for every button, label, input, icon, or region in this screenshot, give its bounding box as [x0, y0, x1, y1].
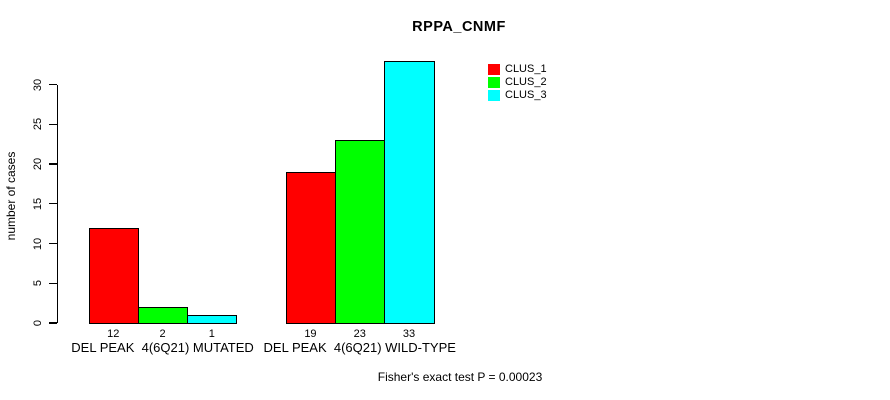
- legend-item: CLUS_2: [488, 76, 547, 89]
- bar-clus-1-group2: [285, 171, 337, 324]
- legend-swatch: [488, 90, 500, 101]
- bar-value-label: 19: [304, 328, 317, 340]
- legend-swatch: [488, 77, 500, 88]
- category-label: DEL PEAK 4(6Q21) WILD-TYPE: [263, 340, 456, 355]
- bar-clus-2-group2: [335, 140, 386, 324]
- y-axis-tick: [49, 123, 57, 125]
- y-axis-tick-label: 10: [32, 237, 44, 250]
- y-axis-tick-label: 5: [32, 280, 44, 287]
- category-label: DEL PEAK 4(6Q21) MUTATED: [71, 340, 254, 355]
- bar-value-label: 12: [107, 328, 120, 340]
- y-axis-tick-label: 30: [32, 78, 44, 91]
- bar-value-label: 33: [402, 328, 416, 340]
- pvalue-annotation: Fisher's exact test P = 0.00023: [377, 370, 543, 384]
- bar-value-label: 23: [353, 328, 366, 340]
- bar-clus-3-group1: [187, 315, 238, 324]
- bar-clus-3-group2: [384, 60, 435, 324]
- y-axis-tick: [49, 242, 57, 245]
- bar-clus-2-group1: [137, 307, 189, 324]
- legend-label: CLUS_1: [505, 63, 547, 75]
- chart-title: RPPA_CNMF: [412, 19, 506, 35]
- y-axis-tick-label: 15: [32, 197, 44, 210]
- y-axis-tick-label: 25: [32, 118, 44, 131]
- legend-item: CLUS_1: [488, 63, 547, 76]
- legend: CLUS_1 CLUS_2 CLUS_3: [488, 63, 547, 102]
- y-axis-tick: [49, 282, 57, 284]
- legend-label: CLUS_3: [505, 89, 547, 101]
- legend-swatch: [488, 64, 500, 75]
- legend-label: CLUS_2: [505, 76, 547, 88]
- y-axis-tick: [49, 203, 57, 205]
- y-axis-tick-label: 0: [32, 319, 44, 327]
- y-axis-tick: [49, 83, 57, 86]
- bar-value-label: 1: [208, 328, 215, 340]
- y-axis-line: [57, 84, 59, 323]
- y-axis-tick: [49, 163, 57, 165]
- legend-item: CLUS_3: [488, 89, 547, 102]
- y-axis-tick-label: 20: [32, 157, 44, 171]
- y-axis-label: number of cases: [4, 151, 18, 241]
- bar-clus-1-group1: [88, 227, 139, 324]
- bar-value-label: 2: [159, 328, 166, 340]
- y-axis-tick: [49, 322, 57, 324]
